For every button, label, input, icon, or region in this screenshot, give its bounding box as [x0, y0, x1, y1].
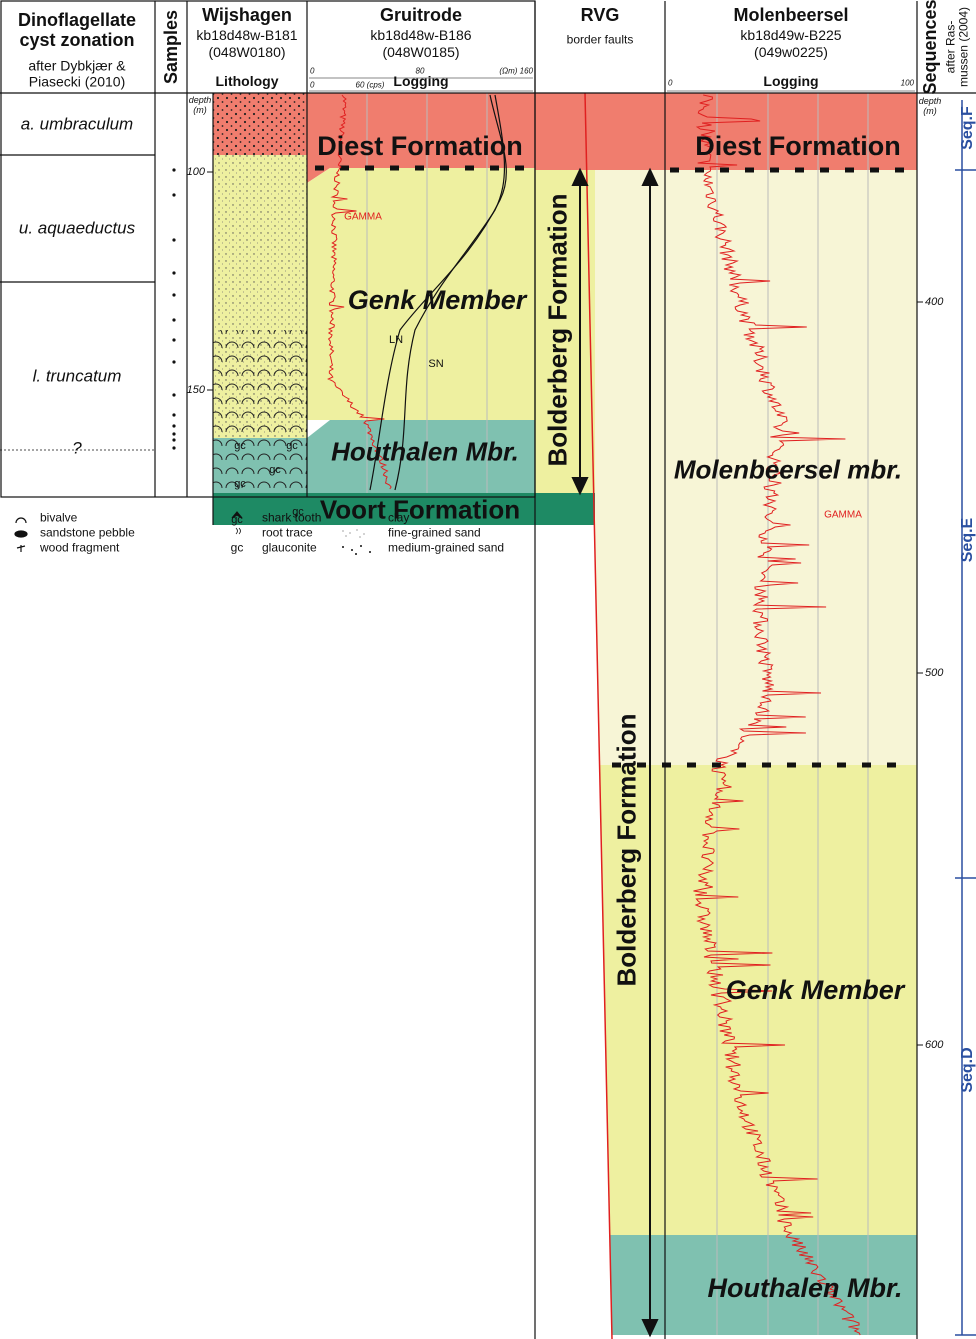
legend-symbol: gc [231, 541, 244, 554]
legend-label: shark tooth [262, 511, 321, 524]
column-title: Sequences [920, 0, 940, 95]
formation-label: Bolderberg Formation [612, 713, 641, 986]
depth-label: depth (m) [188, 95, 212, 115]
legend-label: sandstone pebble [40, 526, 135, 539]
legend-label: medium-grained sand [388, 541, 504, 554]
legend-label: glauconite [262, 541, 317, 554]
legend-label: fine-grained sand [388, 526, 481, 539]
depth-tick-label: 150 [187, 384, 205, 396]
depth-tick-label: 600 [925, 1039, 943, 1051]
legend-label: root trace [262, 526, 313, 539]
curve-label: SN [428, 358, 443, 370]
wijshagen-lithology [213, 93, 307, 493]
sample-dot [172, 438, 175, 441]
column-note: after Ras-mussen (2004) [945, 3, 972, 91]
sample-dot [172, 238, 175, 241]
sample-dot [172, 360, 175, 363]
curve-label: GAMMA [824, 509, 862, 520]
sample-dot [172, 338, 175, 341]
zone-name: a. umbraculum [21, 114, 133, 133]
sample-dot [172, 424, 175, 427]
depth-label: depth (m) [918, 96, 942, 116]
formation-label: Voort Formation [320, 495, 520, 524]
scale-label: 80 [416, 68, 425, 77]
column-subtitle: Lithology [216, 74, 279, 90]
scale-label: (Ωm) 160 [499, 68, 533, 77]
sample-dot [172, 271, 175, 274]
column-title: RVG [581, 5, 620, 25]
formation-label: Bolderberg Formation [543, 193, 572, 466]
well-code: (048W0185) [382, 45, 459, 61]
rvg-molenbeersel-fills [535, 93, 917, 1335]
zone-name: l. truncatum [33, 366, 122, 385]
glauconite-mark: gc [269, 464, 281, 476]
depth-tick-label: 400 [925, 296, 943, 308]
column-title: Molenbeersel [733, 5, 848, 25]
curve-label: LN [389, 334, 403, 346]
column-title: Wijshagen [202, 5, 292, 25]
sequence-label: Seq.F [959, 106, 976, 150]
zone-name: ? [72, 438, 81, 457]
sample-dots [172, 168, 175, 449]
column-note: after Dybkjær & Piasecki (2010) [7, 58, 147, 89]
well-code: (049w0225) [754, 45, 828, 61]
sample-dot [172, 446, 175, 449]
formation-label: Houthalen Mbr. [708, 1273, 903, 1303]
curve-label: GAMMA [344, 211, 382, 222]
glauconite-mark: gc [231, 514, 243, 526]
depth-tick-label: 500 [925, 667, 943, 679]
glauconite-mark: gc [234, 478, 246, 490]
column-title: Dinoflagellate cyst zonation [2, 10, 152, 50]
well-code: kb18d49w-B225 [740, 28, 841, 44]
glauconite-mark: gc [286, 440, 298, 452]
sample-dot [172, 168, 175, 171]
formation-label: Genk Member [348, 285, 527, 315]
depth-tick-label: 100 [187, 166, 205, 178]
column-subtitle: Logging [763, 74, 818, 90]
scale-label: 0 [310, 68, 314, 77]
well-code: (048W0180) [208, 45, 285, 61]
formation-label: Molenbeersel mbr. [674, 455, 902, 484]
sequence-label: Seq.E [959, 518, 976, 562]
sample-dot [172, 293, 175, 296]
well-code: kb18d48w-B186 [370, 28, 471, 44]
formation-label: Diest Formation [317, 131, 523, 161]
scale-label: 100 [901, 80, 914, 89]
sample-dot [172, 318, 175, 321]
sample-dot [172, 413, 175, 416]
column-subtitle: Logging [393, 74, 448, 90]
formation-label: Genk Member [726, 975, 905, 1005]
legend-label: clay [388, 511, 409, 524]
legend-label: bivalve [40, 511, 77, 524]
well-code: kb18d48w-B181 [196, 28, 297, 44]
formation-label: Diest Formation [695, 131, 901, 161]
column-note: border faults [567, 33, 634, 46]
sequence-axis [955, 100, 976, 1335]
column-title: Gruitrode [380, 5, 462, 25]
sample-dot [172, 432, 175, 435]
scale-label: 60 (cps) [356, 82, 385, 91]
formation-label: Houthalen Mbr. [331, 437, 519, 466]
figure: Dinoflagellate cyst zonation after Dybkjæ… [0, 0, 976, 1339]
sample-dot [172, 193, 175, 196]
figure-graphics [0, 0, 976, 1339]
glauconite-mark: gc [234, 440, 246, 452]
column-title: Samples [161, 10, 181, 84]
scale-label: 0 [310, 82, 314, 91]
sample-dot [172, 393, 175, 396]
sequence-label: Seq.D [959, 1047, 976, 1092]
scale-label: 0 [668, 80, 672, 89]
legend-label: wood fragment [40, 541, 119, 554]
zone-name: u. aquaeductus [19, 218, 135, 237]
